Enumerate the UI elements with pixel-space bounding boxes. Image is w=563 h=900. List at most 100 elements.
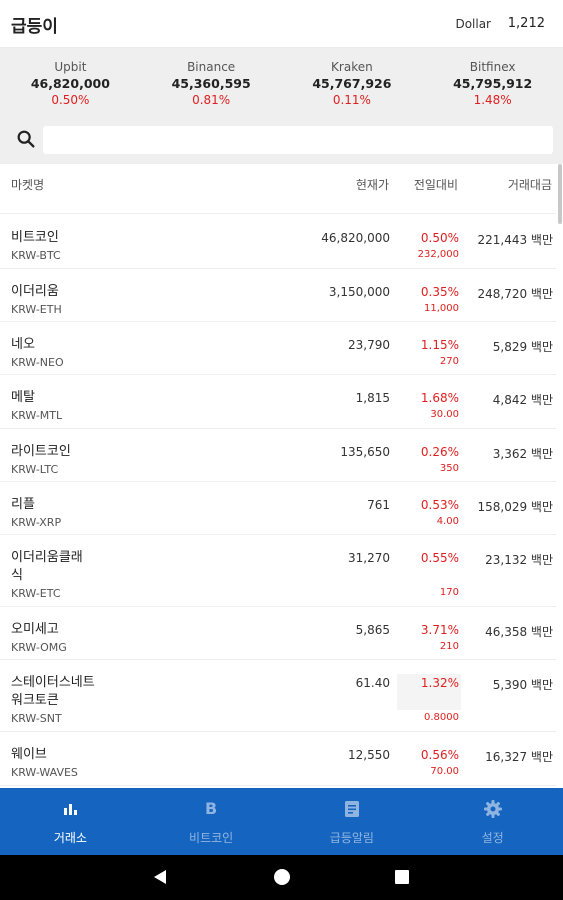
coin-price: 12,550 bbox=[348, 748, 390, 762]
column-change[interactable]: 전일대비 bbox=[413, 178, 458, 192]
coin-code: KRW-SNT bbox=[11, 712, 62, 725]
coin-change: 3.71% bbox=[420, 623, 459, 637]
tab-bitcoin[interactable]: B 비트코인 bbox=[141, 788, 282, 855]
tab-label: 비트코인 bbox=[189, 831, 234, 845]
coin-change: 0.35% bbox=[420, 285, 459, 299]
coin-code: KRW-BTC bbox=[11, 249, 61, 262]
coin-code: KRW-XRP bbox=[11, 516, 62, 529]
coin-volume: 3,362 백만 bbox=[492, 447, 553, 461]
coin-change: 1.15% bbox=[420, 338, 459, 352]
tab-exchange[interactable]: 거래소 bbox=[0, 788, 141, 855]
coin-diff: 0.8000 bbox=[424, 712, 459, 723]
table-row[interactable]: 비트코인 KRW-BTC 46,820,000 0.50% 232,000 22… bbox=[0, 215, 556, 269]
table-row[interactable]: 라이트코인 KRW-LTC 135,650 0.26% 350 3,362 백만 bbox=[0, 429, 556, 482]
home-icon[interactable] bbox=[274, 869, 290, 885]
table-row[interactable]: 리플 KRW-XRP 761 0.53% 4.00 158,029 백만 bbox=[0, 482, 556, 535]
table-row[interactable]: 오미세고 KRW-OMG 5,865 3.71% 210 46,358 백만 bbox=[0, 607, 556, 660]
coin-diff: 210 bbox=[439, 641, 459, 652]
coin-diff: 30.00 bbox=[430, 409, 459, 420]
coin-volume: 4,842 백만 bbox=[492, 393, 553, 407]
coin-code: KRW-MTL bbox=[11, 409, 63, 422]
back-icon[interactable] bbox=[152, 869, 168, 885]
coin-name: 라이트코인 bbox=[11, 444, 71, 459]
notice-icon bbox=[344, 801, 359, 817]
exchange-name: Bitfinex bbox=[469, 60, 516, 74]
exchange-change: 0.81% bbox=[192, 93, 231, 107]
coin-name: 메탈 bbox=[11, 390, 35, 405]
search-input[interactable] bbox=[43, 126, 553, 154]
exchange-name: Binance bbox=[187, 60, 236, 74]
bitcoin-b-icon: B bbox=[205, 799, 218, 818]
coin-volume: 5,390 백만 bbox=[492, 678, 553, 692]
app-title: 급등이 bbox=[11, 17, 58, 37]
table-row[interactable]: 네오 KRW-NEO 23,790 1.15% 270 5,829 백만 bbox=[0, 322, 556, 375]
app-bar: 급등이 Dollar 1,212 bbox=[0, 0, 563, 48]
coin-name: 이더리움클래식 bbox=[11, 550, 83, 583]
table-row[interactable]: 메탈 KRW-MTL 1,815 1.68% 30.00 4,842 백만 bbox=[0, 375, 556, 429]
market-list: 비트코인 KRW-BTC 46,820,000 0.50% 232,000 22… bbox=[0, 215, 556, 788]
coin-volume: 5,829 백만 bbox=[492, 340, 553, 354]
coin-name: 웨이브 bbox=[11, 747, 47, 762]
coin-price: 3,150,000 bbox=[328, 285, 390, 299]
coin-code: KRW-ETC bbox=[11, 587, 61, 600]
coin-price: 1,815 bbox=[355, 391, 390, 405]
coin-volume: 16,327 백만 bbox=[485, 750, 553, 764]
scrollbar[interactable] bbox=[558, 164, 562, 224]
exchange-change: 1.48% bbox=[473, 93, 512, 107]
exchange-upbit[interactable]: Upbit 46,820,000 0.50% bbox=[0, 48, 141, 114]
tab-label: 설정 bbox=[481, 831, 504, 845]
table-row[interactable]: 스테이터스네트워크토큰 KRW-SNT 61.40 1.32% 0.8000 5… bbox=[0, 660, 556, 732]
coin-change: 0.26% bbox=[420, 445, 459, 459]
coin-price: 46,820,000 bbox=[321, 231, 390, 245]
coin-name: 네오 bbox=[11, 337, 35, 352]
bottom-navigation: 거래소 B 비트코인 급등알림 설정 bbox=[0, 788, 563, 855]
coin-volume: 221,443 백만 bbox=[477, 233, 553, 247]
coin-diff: 11,000 bbox=[424, 303, 459, 314]
coin-name: 리플 bbox=[11, 497, 35, 512]
coin-volume: 23,132 백만 bbox=[485, 553, 553, 567]
coin-change: 1.32% bbox=[420, 676, 459, 690]
tab-label: 거래소 bbox=[53, 831, 87, 845]
coin-change: 0.55% bbox=[420, 551, 459, 565]
coin-name: 이더리움 bbox=[11, 284, 59, 299]
exchange-kraken[interactable]: Kraken 45,767,926 0.11% bbox=[282, 48, 423, 114]
exchange-change: 0.50% bbox=[51, 93, 90, 107]
exchange-price: 46,820,000 bbox=[30, 76, 110, 91]
column-header: 마켓명 현재가 전일대비 거래대금 bbox=[0, 164, 556, 214]
coin-price: 135,650 bbox=[340, 445, 390, 459]
dollar-label: Dollar bbox=[455, 17, 491, 31]
tab-settings[interactable]: 설정 bbox=[422, 788, 563, 855]
exchange-bitfinex[interactable]: Bitfinex 45,795,912 1.48% bbox=[422, 48, 563, 114]
coin-diff: 170 bbox=[439, 587, 459, 598]
coin-diff: 270 bbox=[439, 356, 459, 367]
coin-change: 0.50% bbox=[420, 231, 459, 245]
table-row[interactable]: 웨이브 KRW-WAVES 12,550 0.56% 70.00 16,327 … bbox=[0, 732, 556, 786]
exchange-change: 0.11% bbox=[332, 93, 371, 107]
coin-change: 1.68% bbox=[420, 391, 459, 405]
coin-code: KRW-LTC bbox=[11, 463, 59, 476]
table-row[interactable]: 이더리움클래식 KRW-ETC 31,270 0.55% 170 23,132 … bbox=[0, 535, 556, 607]
column-price[interactable]: 현재가 bbox=[355, 178, 389, 192]
search-icon[interactable] bbox=[15, 128, 37, 150]
coin-volume: 46,358 백만 bbox=[485, 625, 553, 639]
coin-code: KRW-ETH bbox=[11, 303, 62, 316]
tab-alerts[interactable]: 급등알림 bbox=[282, 788, 423, 855]
exchange-binance[interactable]: Binance 45,360,595 0.81% bbox=[141, 48, 282, 114]
column-market[interactable]: 마켓명 bbox=[11, 178, 45, 192]
coin-price: 5,865 bbox=[355, 623, 390, 637]
coin-code: KRW-WAVES bbox=[11, 766, 78, 779]
coin-diff: 70.00 bbox=[430, 766, 459, 777]
column-volume[interactable]: 거래대금 bbox=[507, 178, 552, 192]
coin-name: 오미세고 bbox=[11, 622, 59, 637]
coin-change: 0.53% bbox=[420, 498, 459, 512]
exchange-price: 45,360,595 bbox=[171, 76, 251, 91]
coin-code: KRW-OMG bbox=[11, 641, 67, 654]
coin-volume: 158,029 백만 bbox=[477, 500, 553, 514]
table-row[interactable]: 이더리움 KRW-ETH 3,150,000 0.35% 11,000 248,… bbox=[0, 269, 556, 322]
system-navigation bbox=[0, 855, 563, 900]
recent-apps-icon[interactable] bbox=[395, 870, 409, 884]
coin-price: 61.40 bbox=[355, 676, 390, 690]
coin-diff: 350 bbox=[439, 463, 459, 474]
coin-price: 23,790 bbox=[348, 338, 390, 352]
exchange-summary: Upbit 46,820,000 0.50% Binance 45,360,59… bbox=[0, 48, 563, 114]
